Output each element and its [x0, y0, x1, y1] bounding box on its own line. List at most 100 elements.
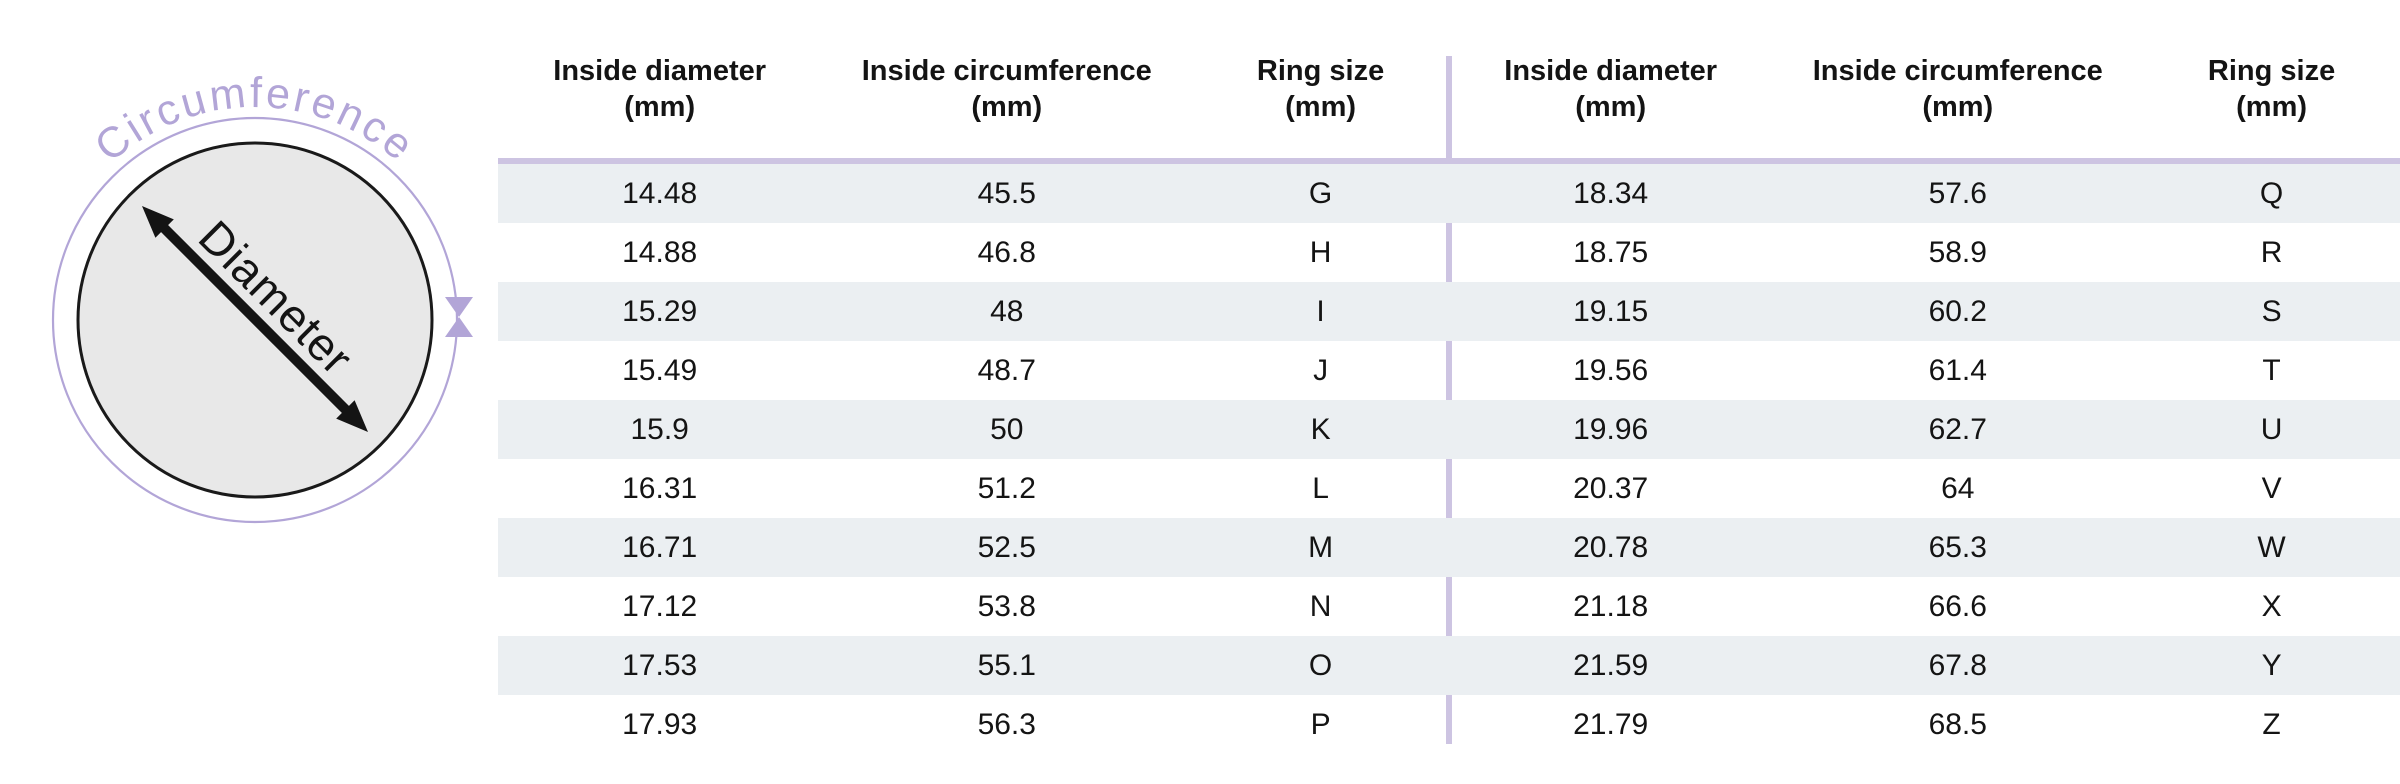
cell-inside-circumference: 61.4: [1928, 353, 1987, 387]
table-row: 21.79 68.5 Z: [1449, 695, 2400, 754]
table-row: 16.71 52.5 M: [498, 518, 1449, 577]
column-header-label: Inside diameter: [553, 55, 767, 87]
cell-inside-diameter: 17.93: [622, 707, 698, 741]
cell-ring-size: V: [2261, 471, 2282, 505]
cell-inside-diameter: 15.9: [630, 412, 689, 446]
column-header-inside-diameter: Inside diameter (mm): [1449, 53, 1772, 158]
cell-ring-size: J: [1313, 353, 1329, 387]
column-header-unit: (mm): [1285, 91, 1357, 123]
cell-ring-size: Q: [2259, 176, 2284, 210]
cell-ring-size: G: [1308, 176, 1333, 210]
column-header-unit: (mm): [1922, 91, 1994, 123]
cell-inside-diameter: 21.59: [1573, 648, 1649, 682]
cell-inside-diameter: 18.34: [1573, 176, 1649, 210]
cell-inside-diameter: 16.71: [622, 530, 698, 564]
column-header-inside-circumference: Inside circumference (mm): [821, 53, 1192, 158]
cell-ring-size: Y: [2261, 648, 2282, 682]
table-header-row: Inside diameter (mm) Inside circumferenc…: [1449, 44, 2400, 158]
cell-inside-circumference: 58.9: [1928, 235, 1987, 269]
column-header-unit: (mm): [624, 91, 696, 123]
column-header-ring-size: Ring size (mm): [1192, 53, 1449, 158]
table-row: 17.12 53.8 N: [498, 577, 1449, 636]
column-header-unit: (mm): [971, 91, 1043, 123]
cell-ring-size: H: [1309, 235, 1332, 269]
table-row: 19.96 62.7 U: [1449, 400, 2400, 459]
cell-inside-diameter: 18.75: [1573, 235, 1649, 269]
table-row: 21.18 66.6 X: [1449, 577, 2400, 636]
cell-inside-circumference: 57.6: [1928, 176, 1987, 210]
ring-size-tables: Inside diameter (mm) Inside circumferenc…: [498, 44, 2400, 764]
cell-ring-size: T: [2262, 353, 2281, 387]
table-row: 20.78 65.3 W: [1449, 518, 2400, 577]
cell-inside-circumference: 45.5: [977, 176, 1036, 210]
cell-inside-diameter: 21.18: [1573, 589, 1649, 623]
cell-inside-diameter: 19.96: [1573, 412, 1649, 446]
table-left-half: Inside diameter (mm) Inside circumferenc…: [498, 44, 1449, 764]
column-header-unit: (mm): [1575, 91, 1647, 123]
cell-ring-size: O: [1308, 648, 1333, 682]
table-row: 15.29 48 I: [498, 282, 1449, 341]
cell-inside-circumference: 52.5: [977, 530, 1036, 564]
cell-inside-diameter: 19.15: [1573, 294, 1649, 328]
cell-ring-size: R: [2260, 235, 2283, 269]
column-header-inside-circumference: Inside circumference (mm): [1772, 53, 2143, 158]
cell-inside-circumference: 55.1: [977, 648, 1036, 682]
table-right-half: Inside diameter (mm) Inside circumferenc…: [1449, 44, 2400, 764]
column-header-inside-diameter: Inside diameter (mm): [498, 53, 821, 158]
ring-measurement-diagram: Circumference Diameter: [51, 69, 473, 524]
table-row: 18.75 58.9 R: [1449, 223, 2400, 282]
cell-inside-circumference: 53.8: [977, 589, 1036, 623]
cell-ring-size: U: [2260, 412, 2283, 446]
cell-inside-circumference: 48.7: [977, 353, 1036, 387]
table-row: 15.49 48.7 J: [498, 341, 1449, 400]
cell-inside-diameter: 20.78: [1573, 530, 1649, 564]
cell-inside-diameter: 20.37: [1573, 471, 1649, 505]
table-row: 20.37 64 V: [1449, 459, 2400, 518]
cell-inside-circumference: 62.7: [1928, 412, 1987, 446]
cell-ring-size: P: [1310, 707, 1331, 741]
cell-inside-diameter: 16.31: [622, 471, 698, 505]
column-header-label: Ring size: [1256, 55, 1385, 87]
table-body: 18.34 57.6 Q 18.75 58.9 R 19.15 60.2 S 19.56 61.4 T…: [1449, 164, 2400, 754]
table-row: 17.93 56.3 P: [498, 695, 1449, 754]
column-header-unit: (mm): [2236, 91, 2308, 123]
column-header-label: Inside diameter: [1504, 55, 1718, 87]
cell-ring-size: K: [1310, 412, 1331, 446]
cell-ring-size: W: [2257, 530, 2286, 564]
table-body: 14.48 45.5 G 14.88 46.8 H 15.29 48 I 15.49 48.7 J 15…: [498, 164, 1449, 754]
cell-ring-size: I: [1316, 294, 1325, 328]
table-row: 18.34 57.6 Q: [1449, 164, 2400, 223]
table-row: 17.53 55.1 O: [498, 636, 1449, 695]
cell-inside-diameter: 17.12: [622, 589, 698, 623]
diameter-arrow-icon: [142, 206, 368, 432]
cell-inside-circumference: 64: [1941, 471, 1975, 505]
cell-ring-size: N: [1309, 589, 1332, 623]
table-row: 21.59 67.8 Y: [1449, 636, 2400, 695]
column-header-label: Inside circumference: [1812, 55, 2103, 87]
column-header-ring-size: Ring size (mm): [2143, 53, 2400, 158]
table-row: 14.48 45.5 G: [498, 164, 1449, 223]
cell-inside-diameter: 19.56: [1573, 353, 1649, 387]
cell-inside-circumference: 66.6: [1928, 589, 1987, 623]
cell-inside-diameter: 15.49: [622, 353, 698, 387]
table-row: 15.9 50 K: [498, 400, 1449, 459]
cell-inside-circumference: 65.3: [1928, 530, 1987, 564]
circumference-marker-icon: [445, 297, 473, 337]
cell-inside-diameter: 14.88: [622, 235, 698, 269]
cell-ring-size: S: [2261, 294, 2282, 328]
cell-inside-circumference: 56.3: [977, 707, 1036, 741]
table-row: 19.56 61.4 T: [1449, 341, 2400, 400]
cell-inside-circumference: 50: [990, 412, 1024, 446]
cell-inside-circumference: 67.8: [1928, 648, 1987, 682]
cell-inside-circumference: 48: [990, 294, 1024, 328]
cell-inside-circumference: 60.2: [1928, 294, 1987, 328]
cell-inside-diameter: 15.29: [622, 294, 698, 328]
column-header-label: Inside circumference: [861, 55, 1152, 87]
column-header-label: Ring size: [2207, 55, 2336, 87]
table-row: 14.88 46.8 H: [498, 223, 1449, 282]
cell-ring-size: X: [2261, 589, 2282, 623]
cell-ring-size: M: [1308, 530, 1334, 564]
cell-inside-diameter: 21.79: [1573, 707, 1649, 741]
table-row: 19.15 60.2 S: [1449, 282, 2400, 341]
